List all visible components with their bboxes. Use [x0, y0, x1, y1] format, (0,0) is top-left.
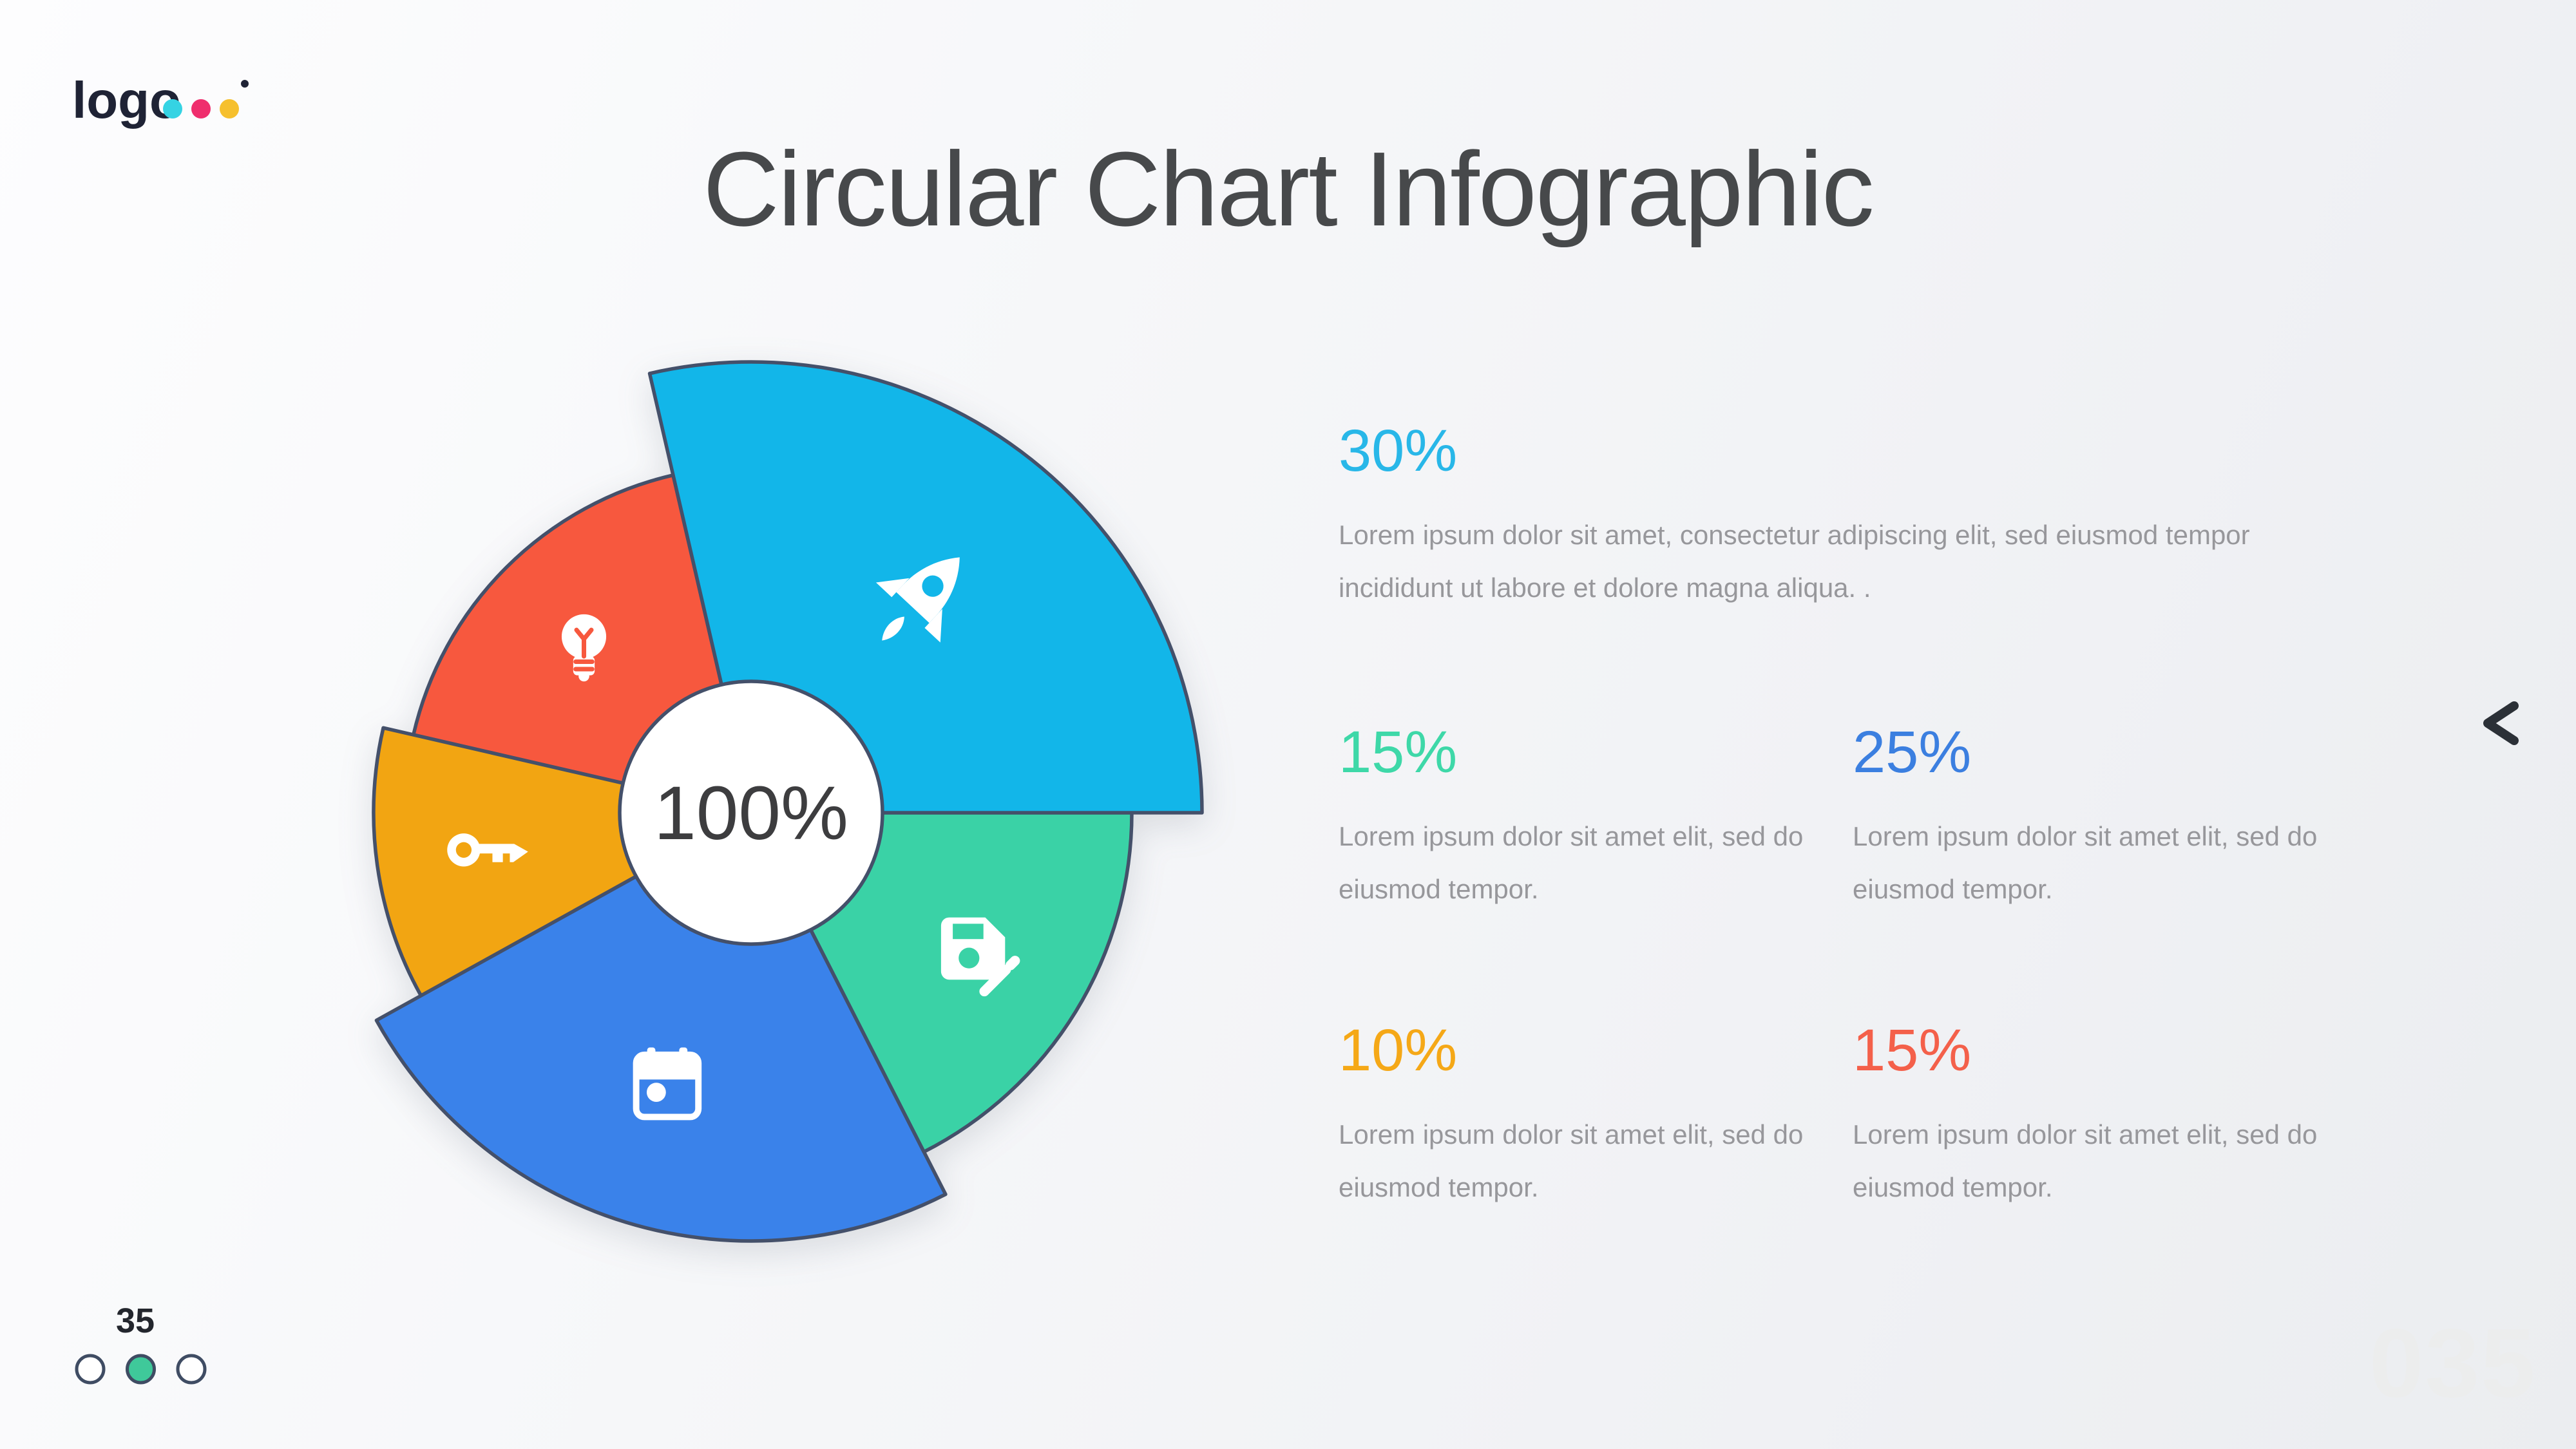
chart-center-circle	[618, 679, 884, 946]
rocket-icon	[875, 557, 960, 643]
save-edit-icon	[940, 917, 1020, 997]
stat-block-30: 30% Lorem ipsum dolor sit amet, consecte…	[1339, 418, 2273, 614]
watermark-number: 035	[2369, 1309, 2537, 1418]
stat-block-10: 10% Lorem ipsum dolor sit amet elit, sed…	[1339, 1019, 1835, 1214]
chart-center-label: 100%	[654, 771, 848, 856]
pagination-dot-3[interactable]	[176, 1354, 207, 1385]
logo-dot-cyan	[163, 99, 182, 118]
stat-value: 10%	[1339, 1018, 1458, 1083]
stat-desc: Lorem ipsum dolor sit amet, consectetur …	[1339, 519, 2250, 603]
chevron-left-icon[interactable]	[2477, 699, 2528, 750]
stat-desc: Lorem ipsum dolor sit amet elit, sed do …	[1853, 820, 2318, 904]
stat-value: 25%	[1853, 719, 1972, 785]
logo-tittle-dot	[241, 80, 249, 88]
stat-value: 15%	[1339, 719, 1458, 785]
stat-block-15-green: 15% Lorem ipsum dolor sit amet elit, sed…	[1339, 721, 1835, 916]
logo-dot-pink	[191, 99, 211, 118]
page-title: Circular Chart Infographic	[703, 130, 1875, 248]
pagination-dot-2[interactable]	[126, 1354, 156, 1385]
pagination-dots[interactable]	[68, 1349, 222, 1389]
stat-desc: Lorem ipsum dolor sit amet elit, sed do …	[1339, 820, 1804, 904]
logo-text: logo	[72, 71, 181, 129]
lightbulb-icon	[561, 614, 607, 682]
stat-desc: Lorem ipsum dolor sit amet elit, sed do …	[1339, 1119, 1804, 1202]
pagination-dot-1[interactable]	[75, 1354, 106, 1385]
slide-number: 35	[116, 1302, 155, 1340]
stat-desc: Lorem ipsum dolor sit amet elit, sed do …	[1853, 1119, 2318, 1202]
stat-block-15-red: 15% Lorem ipsum dolor sit amet elit, sed…	[1853, 1019, 2349, 1214]
calendar-icon	[633, 1047, 702, 1121]
logo: logo	[72, 75, 278, 152]
stat-block-25: 25% Lorem ipsum dolor sit amet elit, sed…	[1853, 721, 2349, 916]
stat-value: 15%	[1853, 1018, 1972, 1083]
stat-value: 30%	[1339, 418, 1458, 484]
key-icon	[447, 833, 528, 867]
logo-dot-yellow	[220, 99, 239, 118]
